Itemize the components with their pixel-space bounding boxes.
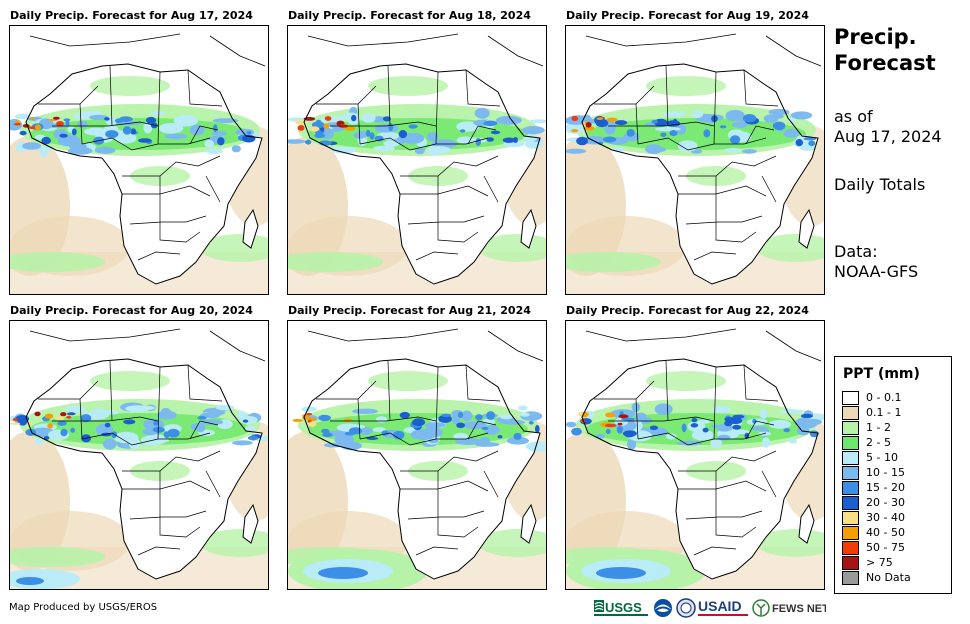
svg-text:FEWS NET: FEWS NET <box>772 603 826 615</box>
totals-label: Daily Totals <box>834 175 926 194</box>
forecast-map-1 <box>9 25 269 295</box>
legend-swatch <box>842 421 859 435</box>
forecast-map-4 <box>9 320 269 590</box>
legend-swatch <box>842 571 859 585</box>
panel-title-2: Daily Precip. Forecast for Aug 18, 2024 <box>288 9 531 22</box>
map-canvas <box>10 328 268 589</box>
legend-label: 30 - 40 <box>866 511 905 524</box>
legend-label: 50 - 75 <box>866 541 905 554</box>
svg-text:USAID: USAID <box>698 598 742 614</box>
title-line-2: Forecast <box>834 51 936 75</box>
legend-swatch <box>842 541 859 555</box>
panel-title-1: Daily Precip. Forecast for Aug 17, 2024 <box>10 9 253 22</box>
svg-text:USGS: USGS <box>605 600 642 615</box>
map-canvas <box>566 328 824 589</box>
as-of-date: Aug 17, 2024 <box>834 127 942 146</box>
legend-label: 0.1 - 1 <box>866 406 902 419</box>
title-line-1: Precip. <box>834 25 917 49</box>
as-of-label: as of <box>834 107 873 126</box>
legend-swatch <box>842 406 859 420</box>
legend-label: 2 - 5 <box>866 436 891 449</box>
map-series-title: Precip. Forecast <box>834 24 936 76</box>
forecast-map-5 <box>287 320 547 590</box>
noaa-logo <box>653 597 673 619</box>
legend-swatch <box>842 496 859 510</box>
legend-label: No Data <box>866 571 911 584</box>
usgs-logo-graphic: USGS <box>594 600 648 616</box>
legend-swatch <box>842 481 859 495</box>
forecast-map-6 <box>565 320 825 590</box>
legend-label: 40 - 50 <box>866 526 905 539</box>
panel-title-3: Daily Precip. Forecast for Aug 19, 2024 <box>566 9 809 22</box>
legend-label: > 75 <box>866 556 893 569</box>
forecast-map-2 <box>287 25 547 295</box>
state-dept-seal <box>676 597 696 619</box>
legend-label: 0 - 0.1 <box>866 391 902 404</box>
panel-title-6: Daily Precip. Forecast for Aug 22, 2024 <box>566 304 809 317</box>
legend-title: PPT (mm) <box>843 366 920 382</box>
precip-legend: PPT (mm) 0 - 0.1 0.1 - 1 1 - 2 2 - 5 5 - 10 1… <box>834 356 952 594</box>
map-canvas <box>288 33 546 294</box>
usgs-logo: USGS <box>594 597 650 619</box>
legend-swatch <box>842 451 859 465</box>
legend-swatch <box>842 391 859 405</box>
usaid-logo: USAID <box>698 597 750 619</box>
data-label: Data: <box>834 242 878 261</box>
map-canvas <box>566 33 824 294</box>
legend-label: 10 - 15 <box>866 466 905 479</box>
legend-swatch <box>842 436 859 450</box>
forecast-map-3 <box>565 25 825 295</box>
fewsnet-logo: FEWS NET <box>752 597 829 619</box>
legend-label: 5 - 10 <box>866 451 898 464</box>
legend-label: 1 - 2 <box>866 421 891 434</box>
map-canvas <box>288 328 546 589</box>
legend-swatch <box>842 526 859 540</box>
legend-label: 15 - 20 <box>866 481 905 494</box>
map-canvas <box>10 33 268 294</box>
legend-swatch <box>842 556 859 570</box>
legend-swatch <box>842 466 859 480</box>
data-source: NOAA-GFS <box>834 262 919 281</box>
panel-title-5: Daily Precip. Forecast for Aug 21, 2024 <box>288 304 531 317</box>
map-credit: Map Produced by USGS/EROS <box>9 602 158 613</box>
legend-swatch <box>842 511 859 525</box>
legend-label: 20 - 30 <box>866 496 905 509</box>
panel-title-4: Daily Precip. Forecast for Aug 20, 2024 <box>10 304 253 317</box>
